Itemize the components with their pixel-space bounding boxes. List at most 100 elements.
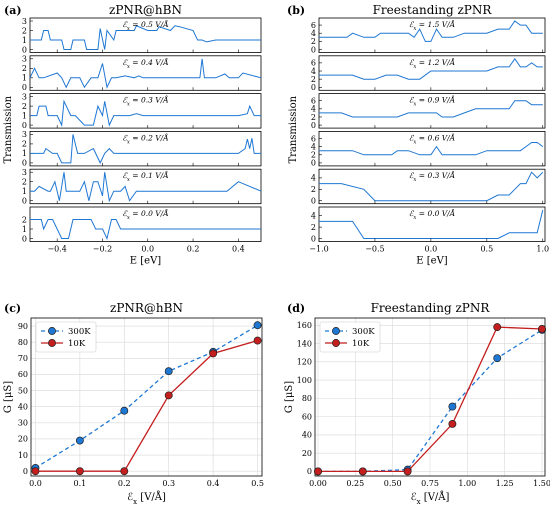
data-point [493, 323, 502, 332]
subplot-frame [29, 130, 262, 167]
legend-label: 10K [68, 339, 86, 349]
legend-label: 300K [352, 327, 375, 337]
y-tick-label: 2 [22, 102, 27, 111]
subplot-frame [318, 93, 546, 129]
y-tick-label: 6 [311, 21, 316, 30]
x-tick-label: 0.5 [251, 479, 264, 488]
x-tick-label: 0.50 [384, 479, 402, 488]
panel-c: (c) zPNR@hBN 0 10 20 30 40 50 60 70 80 90 0.0 0.1 0.2 0… [3, 301, 264, 506]
y-axis-label: Transmission [288, 95, 299, 163]
field-annotation: ℰx = 0.0 V/Å [409, 209, 455, 221]
x-tick-label: 0.75 [421, 479, 439, 488]
panel-title: Freestanding zPNR [371, 301, 491, 315]
x-axis-label: ℰx [V/Å] [127, 491, 166, 506]
legend-label: 10K [352, 339, 370, 349]
field-annotation: ℰx = 0.0 V/Å [122, 209, 168, 221]
y-tick-label: 1 [22, 225, 27, 234]
y-tick-label: 70 [18, 354, 28, 363]
y-tick-label: 2 [22, 26, 27, 35]
transmission-line [30, 134, 261, 165]
data-point [253, 336, 262, 345]
subplot-frame [29, 168, 262, 205]
subplot-frame [29, 93, 262, 129]
y-tick-label: 90 [18, 322, 28, 331]
transmission-line [319, 57, 543, 80]
y-tick-label: 2 [311, 185, 316, 194]
x-tick-label: 0.2 [187, 245, 200, 254]
y-tick-label: 2 [311, 37, 316, 46]
y-tick-label: 4 [311, 212, 316, 221]
y-tick-label: 2 [311, 151, 316, 160]
series-10K [31, 336, 262, 476]
x-tick-label: 0.5 [480, 245, 493, 254]
series-line [35, 324, 258, 469]
field-annotation: ℰx = 1.2 V/Å [409, 58, 455, 70]
y-tick-label: 6 [311, 134, 316, 143]
x-tick-label: 0.25 [346, 479, 364, 488]
y-tick-label: 50 [18, 386, 28, 395]
y-tick-label: 0 [22, 121, 27, 130]
y-tick-label: 100 [297, 376, 312, 385]
transmission-line [30, 172, 262, 203]
data-point [448, 419, 457, 428]
y-tick-label: 2 [22, 140, 27, 149]
series-line [318, 326, 543, 473]
data-point [253, 321, 262, 330]
series-10K [314, 323, 546, 476]
y-axis-label: G [μS] [3, 381, 14, 413]
y-tick-label: 80 [302, 394, 312, 403]
y-tick-label: 0 [23, 467, 28, 476]
field-annotation: ℰx = 1.5 V/Å [409, 20, 455, 32]
subplot-frame [318, 130, 546, 167]
subplot-frame [29, 206, 262, 242]
panel-d: (d) Freestanding zPNR 0 20 40 60 80 100 120 140 16… [284, 301, 550, 506]
subplot-frame [318, 168, 546, 205]
y-tick-label: 0 [22, 159, 27, 168]
field-annotation: ℰx = 0.6 V/Å [409, 133, 455, 145]
y-tick-label: 3 [22, 55, 27, 64]
legend-marker [48, 327, 56, 335]
y-tick-label: 0 [22, 197, 27, 206]
y-tick-label: 6 [311, 96, 316, 105]
field-annotation: ℰx = 0.9 V/Å [409, 96, 455, 108]
transmission-line [30, 25, 261, 50]
x-axis-label: ℰx [V/Å] [411, 491, 450, 506]
y-axis-label: Transmission [3, 95, 14, 163]
x-tick-label: 1.50 [533, 479, 550, 488]
data-point [209, 349, 218, 358]
transmission-line [319, 100, 543, 118]
y-tick-label: 40 [18, 402, 28, 411]
y-tick-label: 1 [22, 187, 27, 196]
y-tick-label: 4 [311, 105, 316, 114]
x-tick-label: −0.4 [47, 245, 66, 254]
x-tick-label: 0.2 [118, 479, 131, 488]
y-tick-label: 4 [311, 142, 316, 151]
y-axis-label: G [μS] [284, 381, 295, 413]
y-tick-label: 3 [22, 17, 27, 26]
data-point [75, 436, 84, 445]
y-tick-label: 30 [18, 419, 28, 428]
y-tick-label: 1 [22, 74, 27, 83]
data-point [31, 467, 40, 476]
y-tick-label: 20 [302, 449, 312, 458]
x-axis-label: E [eV] [130, 256, 162, 267]
legend: 300K 10K [35, 321, 97, 353]
data-point [314, 467, 322, 476]
plot-frame [30, 317, 263, 477]
x-tick-label: 0.00 [309, 479, 327, 488]
y-tick-label: 1 [22, 111, 27, 120]
data-point [358, 467, 367, 476]
x-tick-label: −0.5 [365, 245, 384, 254]
subplot-frame [29, 17, 262, 53]
y-tick-label: 0 [311, 234, 316, 243]
y-tick-label: 4 [311, 29, 316, 38]
data-point [493, 354, 502, 363]
y-tick-label: 0 [311, 121, 316, 130]
